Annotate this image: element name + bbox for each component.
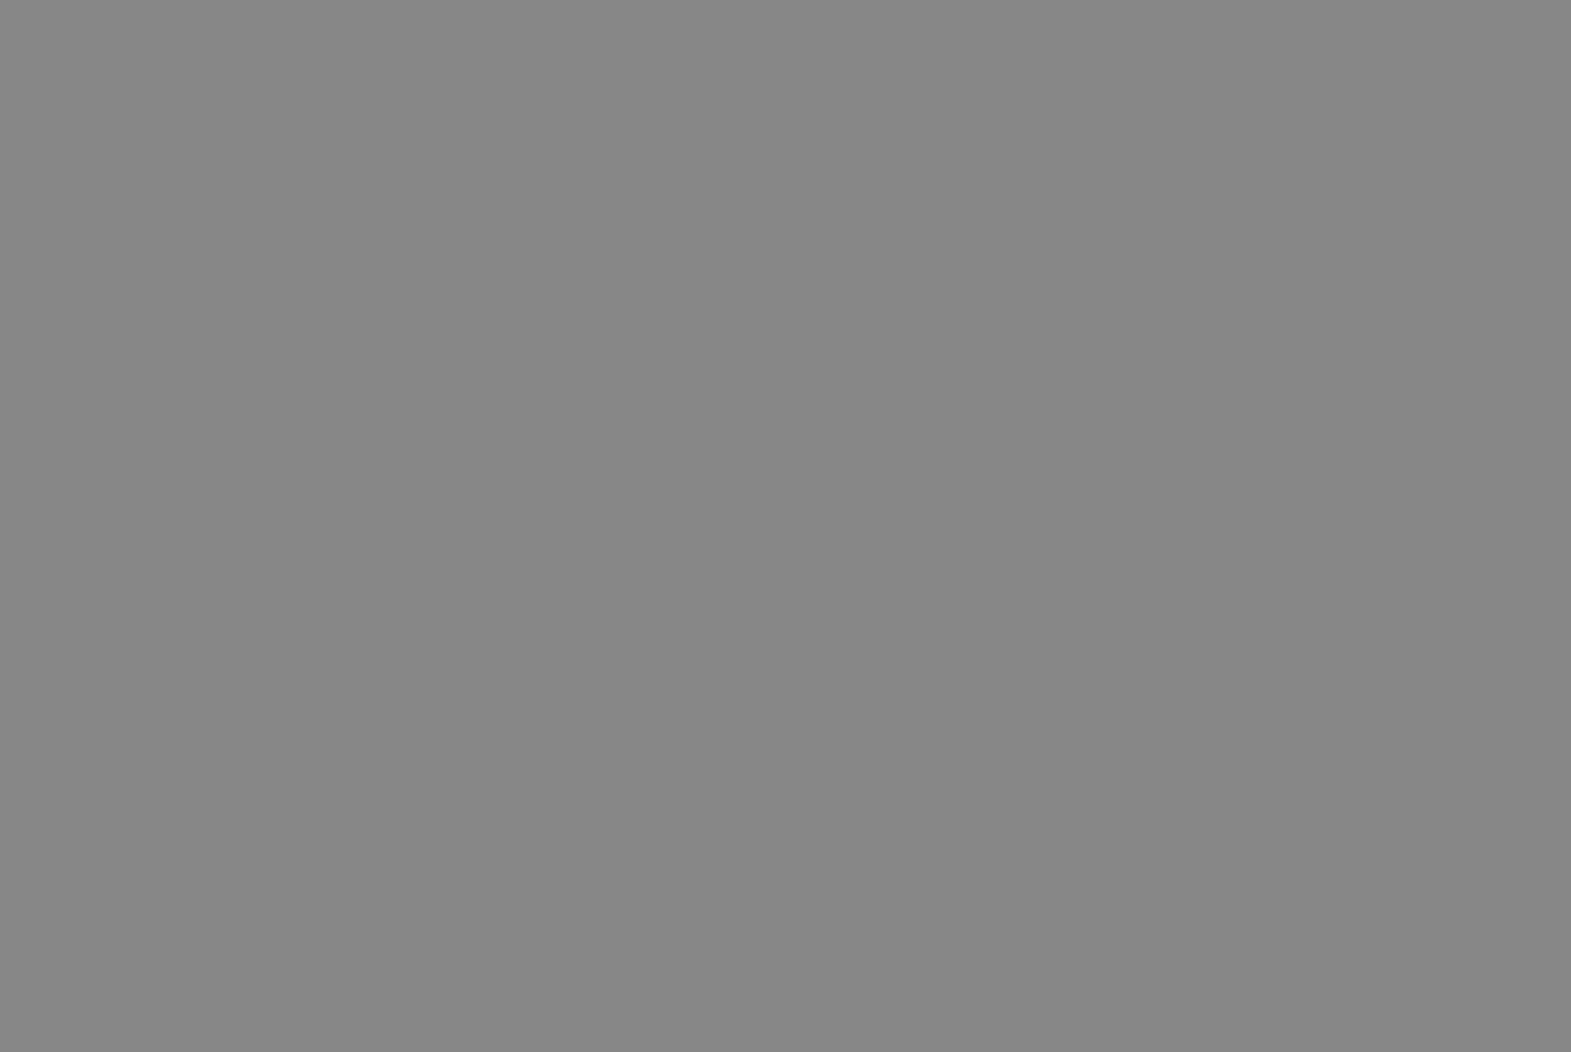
network-graph[interactable] (0, 0, 1571, 1052)
canvas-background (0, 0, 1571, 1052)
graph-canvas-root (0, 0, 1571, 1052)
